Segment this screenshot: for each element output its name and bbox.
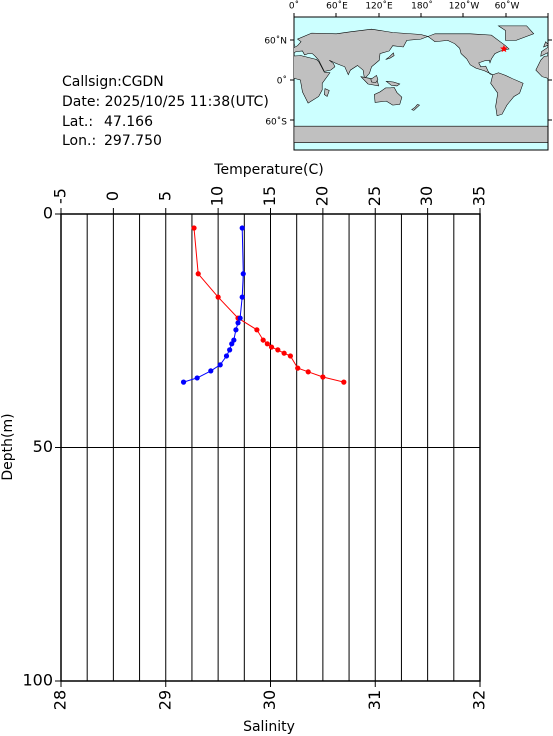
x2-tick-label: 15: [260, 186, 279, 206]
profile-point: [254, 327, 260, 333]
profile-point: [229, 341, 235, 347]
profile-point: [194, 375, 200, 381]
profile-point: [191, 225, 197, 231]
profile-point: [223, 353, 230, 359]
lon-label: 60˚W: [495, 1, 520, 12]
lon-label: 60˚E: [326, 1, 348, 12]
profile-point: [215, 294, 221, 300]
lat-label: 60˚N: [264, 36, 287, 47]
station-info: Callsign:CGDN Date: 2025/10/25 11:38(UTC…: [62, 74, 269, 149]
x2-tick-label: 10: [208, 186, 227, 206]
x-tick-label: 30: [260, 690, 279, 710]
x-tick-label: 32: [470, 690, 489, 710]
profile-point: [295, 365, 301, 371]
profile-point: [320, 374, 326, 380]
x2-tick-label: 5: [155, 191, 174, 201]
profile-point: [287, 353, 294, 359]
profile-point: [305, 369, 311, 375]
x-tick-label: 29: [155, 690, 174, 710]
profile-point: [341, 379, 347, 385]
x2-tick-label: 25: [365, 186, 384, 206]
world-map: 0˚ 60˚E 120˚E 180˚ 120˚W 60˚W 60˚N 0˚ 60…: [264, 1, 552, 151]
x2-tick-label: 35: [470, 186, 489, 206]
profile-point: [237, 315, 243, 321]
callsign: Callsign:CGDN: [62, 74, 164, 90]
profile-point: [233, 327, 239, 333]
profile-point: [235, 320, 241, 326]
lon-label: 120˚E: [365, 1, 393, 12]
profile-point: [227, 347, 233, 353]
profile-line: [183, 227, 244, 383]
plot-frame: [60, 213, 481, 682]
profile-point: [217, 362, 223, 368]
lon: 297.750: [104, 133, 162, 149]
lat-label: 0˚: [277, 76, 287, 87]
lon-label: 0˚: [289, 1, 299, 12]
profile-point: [281, 350, 287, 356]
station-marker: [500, 44, 508, 53]
lon-label: 120˚W: [449, 1, 480, 12]
profile-point: [195, 271, 201, 277]
profile-point: [239, 294, 245, 300]
profile-line: [193, 227, 344, 383]
profile-point: [240, 271, 246, 277]
x2-tick-label: 30: [417, 186, 436, 206]
map-ticks: [290, 13, 552, 121]
profile-point: [260, 337, 266, 343]
y-tick-label: 50: [33, 437, 53, 456]
x-axis-title: Salinity: [243, 719, 295, 735]
profile-point: [208, 368, 214, 374]
x-tick-label: 28: [51, 690, 70, 710]
y-tick-label: 100: [22, 671, 53, 690]
profile-point: [268, 344, 275, 350]
lon-label: 180˚: [411, 1, 433, 12]
y-axis-title: Depth(m): [0, 413, 16, 480]
profile-point: [180, 379, 187, 385]
profile-point: [239, 225, 245, 231]
lat: 47.166: [104, 114, 153, 130]
profile-point: [275, 347, 281, 353]
profile-point: [264, 341, 270, 347]
x2-tick-label: 20: [312, 186, 331, 206]
y-tick-label: 0: [43, 204, 53, 223]
map-labels: 0˚ 60˚E 120˚E 180˚ 120˚W 60˚W 60˚N 0˚ 60…: [264, 1, 519, 128]
lat-label: 60˚S: [265, 117, 287, 128]
lat-label: Lat.:: [62, 114, 93, 130]
x2-tick-label: -5: [51, 188, 70, 204]
x-tick-label: 31: [365, 690, 384, 710]
lon-label: Lon.:: [62, 133, 96, 149]
date: Date: 2025/10/25 11:38(UTC): [62, 94, 269, 110]
continents: [294, 25, 548, 143]
x2-axis-title: Temperature(C): [213, 162, 323, 178]
x2-tick-label: 0: [103, 191, 122, 201]
